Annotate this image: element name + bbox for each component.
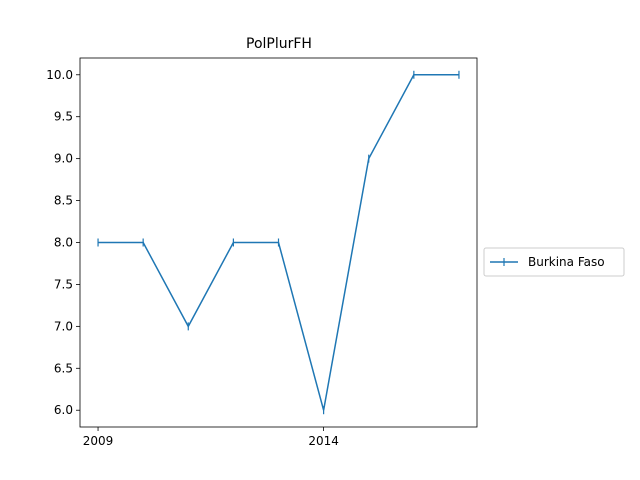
y-tick-label-9.5: 9.5 [54, 110, 73, 124]
y-tick-label-7.5: 7.5 [54, 277, 73, 291]
y-tick-label-10.0: 10.0 [46, 68, 73, 82]
y-tick-label-9.0: 9.0 [54, 152, 73, 166]
chart-title: PolPlurFH [246, 36, 312, 52]
y-tick-label-7.0: 7.0 [54, 319, 73, 333]
y-axis: 6.0 6.5 7.0 7.5 8.0 8.5 9.0 9.5 10.0 [46, 68, 80, 417]
x-tick-label-2014: 2014 [308, 434, 339, 448]
legend-box [483, 247, 625, 277]
y-tick-label-8.5: 8.5 [54, 194, 73, 208]
y-tick-label-8.0: 8.0 [54, 236, 73, 250]
x-tick-label-2009: 2009 [83, 434, 114, 448]
x-axis: 2009 2014 [83, 427, 339, 448]
legend: Burkina Faso [483, 247, 625, 277]
y-tick-label-6.0: 6.0 [54, 403, 73, 417]
series-layer [97, 70, 460, 415]
y-tick-label-6.5: 6.5 [54, 361, 73, 375]
legend-label-burkina-faso: Burkina Faso [528, 255, 605, 269]
